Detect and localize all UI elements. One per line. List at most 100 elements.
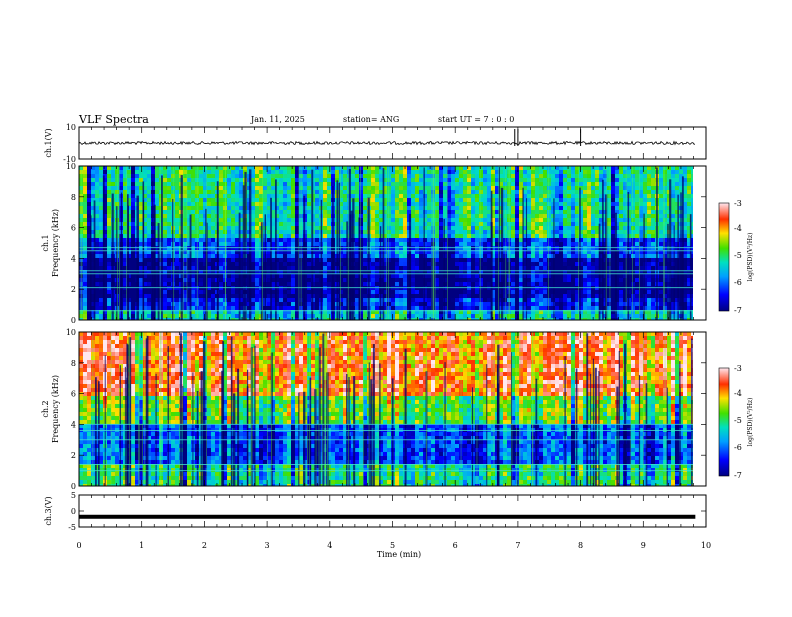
spectrogram-cell [483, 266, 487, 270]
spectrogram-cell [539, 186, 543, 190]
spectrogram-cell [331, 166, 335, 170]
spectrogram-cell [251, 182, 255, 186]
spectrogram-cell [279, 302, 283, 306]
spectrogram-cell [543, 274, 547, 278]
spectrogram-cell [219, 190, 223, 194]
spectrogram-cell [391, 190, 395, 194]
spectrogram-cell [567, 302, 571, 306]
spectrogram-cell [219, 206, 223, 210]
spectrogram-cell [283, 234, 287, 238]
spectrogram-cell [387, 298, 391, 302]
spectrogram-cell [371, 254, 375, 258]
spectrogram-cell [471, 166, 475, 170]
spectrogram-cell [327, 254, 331, 258]
spectrogram-cell [99, 206, 103, 210]
spectrogram-cell [559, 190, 563, 194]
spectrogram-cell [427, 302, 431, 306]
spectrogram-cell [479, 314, 483, 318]
spectrogram-cell [83, 218, 87, 222]
spectrogram-cell [327, 258, 331, 262]
spectrogram-cell [351, 190, 355, 194]
spectrogram-cell [411, 170, 415, 174]
spectrogram-cell [435, 174, 439, 178]
spectrogram-cell [547, 194, 551, 198]
spectrogram-cell [83, 234, 87, 238]
spectrogram-cell [559, 302, 563, 306]
spectrogram-cell [471, 214, 475, 218]
spectrogram-cell [391, 194, 395, 198]
spectrogram-cell [175, 202, 179, 206]
spectrogram-cell [411, 302, 415, 306]
spectrogram-cell [375, 266, 379, 270]
spectrogram-cell [463, 242, 467, 246]
spectrogram-cell [531, 266, 535, 270]
spectrogram-cell [463, 214, 467, 218]
spectrogram-cell [475, 262, 479, 266]
spectrogram-cell [107, 178, 111, 182]
spectrogram-cell [407, 190, 411, 194]
spectrogram-cell [163, 254, 167, 258]
spectrogram-cell [515, 218, 519, 222]
spectrogram-cell [211, 186, 215, 190]
spectrogram-cell [147, 206, 151, 210]
spectrogram-cell [283, 298, 287, 302]
spectrogram-cell [211, 302, 215, 306]
spectrogram-cell [403, 298, 407, 302]
spectrogram-cell [211, 274, 215, 278]
spectrogram-cell [435, 170, 439, 174]
spectrogram-cell [463, 186, 467, 190]
spectrogram-cell [291, 218, 295, 222]
spectrogram-cell [371, 226, 375, 230]
spectrogram-cell [531, 166, 535, 170]
spectrogram-cell [471, 210, 475, 214]
spectrogram-cell [567, 202, 571, 206]
spectrogram-cell [543, 254, 547, 258]
spectrogram-cell [327, 282, 331, 286]
spectrogram-cell [479, 262, 483, 266]
spectrogram-cell [503, 222, 507, 226]
spectrogram-cell [395, 258, 399, 262]
spectrogram-cell [283, 226, 287, 230]
spectrogram-cell [235, 242, 239, 246]
spectrogram-cell [463, 206, 467, 210]
spectrogram-cell [387, 210, 391, 214]
spectrogram-cell [403, 174, 407, 178]
spectrogram-cell [483, 294, 487, 298]
spectrogram-cell [555, 218, 559, 222]
spectrogram-cell [435, 186, 439, 190]
spectrogram-cell [571, 314, 575, 318]
spectrogram-cell [511, 282, 515, 286]
spectrogram-cell [131, 186, 135, 190]
spectrogram-cell [83, 306, 87, 310]
spectrogram-cell [479, 274, 483, 278]
spectrogram-cell [155, 190, 159, 194]
spectrogram-cell [511, 190, 515, 194]
spectrogram-cell [279, 254, 283, 258]
spectrogram-cell [419, 202, 423, 206]
spectrogram-cell [139, 166, 143, 170]
spectrogram-cell [487, 190, 491, 194]
spectrogram-cell [251, 306, 255, 310]
spectrogram-cell [535, 262, 539, 266]
spectrogram-cell [307, 210, 311, 214]
spectrogram-cell [307, 218, 311, 222]
spectrogram-cell [255, 242, 259, 246]
spectrogram-cell [131, 230, 135, 234]
spectrogram-cell [131, 194, 135, 198]
spectrogram-cell [427, 206, 431, 210]
spectrogram-cell [459, 214, 463, 218]
spectrogram-cell [147, 290, 151, 294]
spectrogram-cell [399, 278, 403, 282]
spectrogram-cell [283, 302, 287, 306]
spectrogram-cell [455, 166, 459, 170]
spectrogram-cell [479, 226, 483, 230]
spectrogram-cell [535, 254, 539, 258]
spectrogram-cell [287, 258, 291, 262]
spectrogram-cell [135, 166, 139, 170]
spectrogram-cell [559, 214, 563, 218]
spectrogram-cell [463, 298, 467, 302]
spectrogram-cell [239, 166, 243, 170]
spectrogram-cell [307, 230, 311, 234]
spectrogram-cell [539, 238, 543, 242]
spectrogram-cell [395, 174, 399, 178]
